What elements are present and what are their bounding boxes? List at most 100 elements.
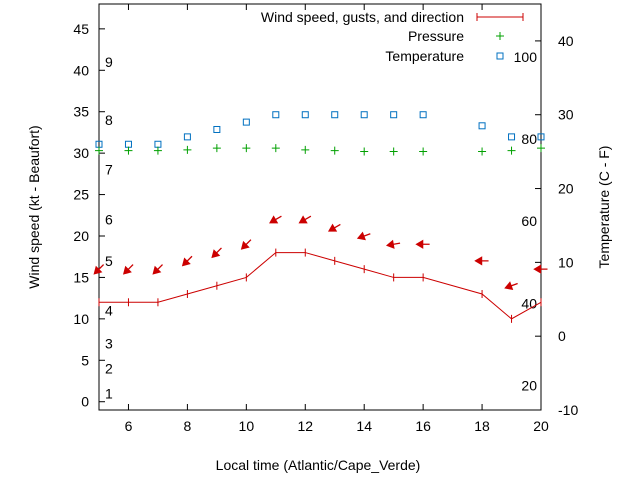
legend-label-wind: Wind speed, gusts, and direction [261, 9, 464, 25]
beaufort-label: 5 [105, 253, 113, 269]
pressure-point [124, 146, 133, 155]
wind-direction-arrow [211, 247, 222, 259]
legend-swatch-pressure [496, 32, 504, 40]
pressure-point [537, 144, 545, 153]
pressure-point [242, 144, 251, 153]
beaufort-label: 2 [105, 361, 113, 377]
temperature-point [390, 111, 398, 119]
wind-direction-arrow [533, 264, 548, 274]
wind-direction-arrow [269, 215, 282, 224]
temperature-point [331, 111, 339, 119]
fahrenheit-label: 60 [521, 213, 537, 229]
x-tick-label: 6 [125, 418, 133, 434]
x-tick-label: 8 [184, 418, 192, 434]
fahrenheit-label: 100 [514, 49, 538, 65]
pressure-point [301, 145, 310, 154]
wind-direction-arrow [93, 264, 105, 275]
temperature-point [272, 111, 280, 119]
x-axis-label: Local time (Atlantic/Cape_Verde) [216, 457, 421, 473]
wind-direction-arrow [122, 264, 134, 275]
y-tick-label: 20 [73, 228, 89, 244]
pressure-point [389, 147, 398, 156]
y-tick-label: 5 [81, 352, 89, 368]
axis-ticks: 6 8 10 12 14 16 18 20051015202530354045-1001020… [73, 4, 578, 434]
y-tick-label: 15 [73, 269, 89, 285]
y2-tick-label: -10 [558, 402, 578, 418]
x-tick-label: 10 [239, 418, 255, 434]
x-tick-label: 14 [356, 418, 372, 434]
temperature-point [301, 111, 309, 119]
y-axis-label: Wind speed (kt - Beaufort) [26, 125, 42, 288]
pressure-point [212, 144, 221, 153]
pressure-point [153, 146, 162, 155]
beaufort-label: 8 [105, 112, 113, 128]
wind-direction-arrow [356, 231, 371, 241]
y2-axis-label: Temperature (C - F) [596, 146, 612, 269]
y2-tick-label: 30 [558, 107, 574, 123]
temperature-point [478, 122, 486, 130]
wind-direction-arrows [93, 215, 548, 291]
wind-direction-arrow [385, 239, 401, 249]
temperature-point [183, 133, 191, 141]
pressure-point [360, 147, 369, 156]
legend-swatch-temperature [496, 52, 504, 60]
x-tick-label: 20 [533, 418, 549, 434]
y2-tick-label: 10 [558, 254, 574, 270]
x-tick-label: 12 [297, 418, 313, 434]
y-tick-label: 10 [73, 311, 89, 327]
y-tick-label: 40 [73, 62, 89, 78]
wind-direction-arrow [298, 215, 312, 224]
wind-direction-arrow [474, 256, 489, 266]
pressure-point [183, 145, 192, 154]
y-tick-label: 35 [73, 104, 89, 120]
wind-series [98, 248, 542, 323]
temperature-point [242, 118, 250, 126]
legend: Wind speed, gusts, and direction Pressur… [261, 9, 524, 64]
wind-direction-arrow [504, 281, 518, 291]
pressure-point [95, 146, 103, 155]
wind-direction-arrow [240, 239, 252, 250]
temperature-point [508, 133, 516, 141]
pressure-point [507, 146, 516, 155]
legend-label-pressure: Pressure [408, 28, 464, 44]
beaufort-label: 3 [105, 336, 113, 352]
y-tick-label: 45 [73, 21, 89, 37]
beaufort-label: 4 [105, 303, 113, 319]
fahrenheit-label: 40 [521, 296, 537, 312]
pressure-point [478, 147, 487, 156]
y2-tick-label: 20 [558, 181, 574, 197]
plot-area-frame [98, 3, 542, 411]
wind-direction-arrow [327, 223, 341, 232]
temperature-point [124, 140, 132, 148]
wind-direction-arrow [152, 264, 163, 275]
pressure-point [330, 146, 339, 155]
secondary-scales: 1 2 3 4 5 6 7 8 9 20 40 60 80 100 [105, 49, 537, 401]
wind-speed-line [99, 252, 542, 320]
y-tick-label: 25 [73, 187, 89, 203]
beaufort-label: 7 [105, 162, 113, 178]
y-tick-label: 0 [81, 394, 89, 410]
fahrenheit-label: 80 [521, 131, 537, 147]
temperature-series [95, 111, 545, 148]
temperature-point [537, 133, 545, 141]
temperature-point [213, 125, 221, 133]
wind-direction-arrow [181, 255, 193, 267]
legend-label-temperature: Temperature [385, 48, 464, 64]
temperature-point [419, 111, 427, 119]
pressure-series [95, 144, 545, 156]
beaufort-label: 1 [105, 385, 113, 401]
fahrenheit-label: 20 [521, 378, 537, 394]
temperature-point [154, 140, 162, 148]
x-tick-label: 16 [415, 418, 431, 434]
pressure-point [271, 144, 280, 153]
y2-tick-label: 0 [558, 328, 566, 344]
beaufort-label: 6 [105, 211, 113, 227]
beaufort-label: 9 [105, 54, 113, 70]
temperature-point [360, 111, 368, 119]
wind-direction-arrow [415, 239, 430, 249]
pressure-point [419, 147, 428, 156]
x-tick-label: 18 [474, 418, 490, 434]
y2-tick-label: 40 [558, 33, 574, 49]
y-tick-label: 30 [73, 145, 89, 161]
